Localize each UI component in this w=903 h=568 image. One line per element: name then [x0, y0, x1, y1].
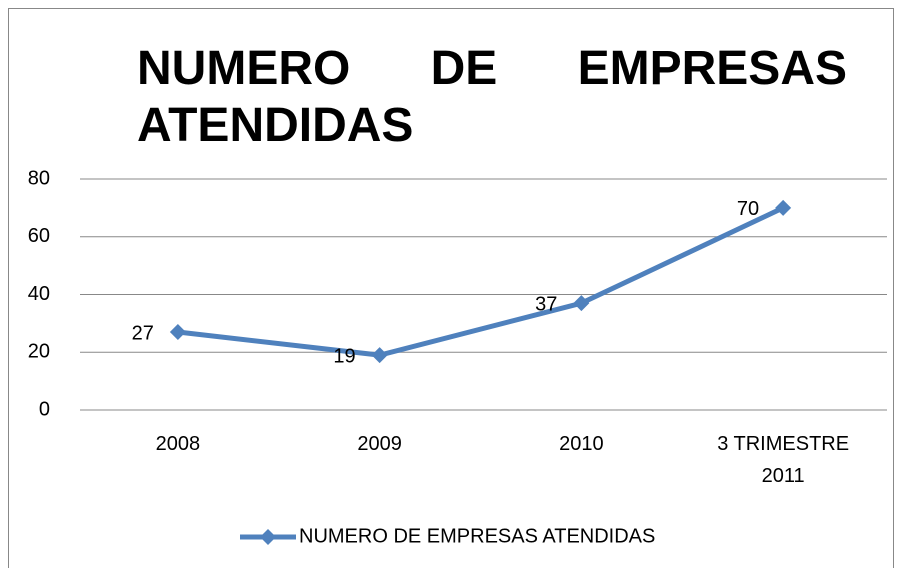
x-tick-label: 2008 — [155, 433, 201, 455]
y-tick-label: 0 — [39, 398, 50, 420]
legend-marker — [260, 529, 276, 545]
x-tick-label-box: 3 TRIMESTRE 2011 — [717, 433, 850, 487]
x-tick-label: 2010 — [559, 433, 604, 455]
data-label: 37 — [535, 293, 557, 315]
y-tick-label: 40 — [28, 283, 50, 305]
data-label: 19 — [333, 345, 355, 367]
data-label: 70 — [737, 198, 759, 220]
point — [775, 199, 792, 216]
point — [573, 295, 590, 312]
line — [177, 205, 785, 358]
point — [169, 324, 186, 341]
legend-label: NUMERO DE EMPRESAS ATENDIDAS — [299, 525, 655, 547]
x-tick-label: 2009 — [357, 433, 402, 455]
x-tick-label-box: 2009 — [357, 433, 402, 455]
data-label: 27 — [132, 322, 154, 344]
point — [371, 347, 388, 364]
chart-border — [8, 8, 894, 568]
chart-title: NUMERO DE EMPRESAS ATENDIDAS — [137, 42, 847, 152]
x-tick-label-box: 2010 — [559, 433, 604, 455]
y-tick-label: 60 — [28, 225, 50, 247]
y-tick-label: 80 — [28, 167, 50, 189]
y-tick-label: 20 — [28, 341, 50, 363]
x-tick-label-box: 2008 — [155, 433, 201, 455]
x-tick-label: 3 TRIMESTRE 2011 — [717, 433, 850, 487]
